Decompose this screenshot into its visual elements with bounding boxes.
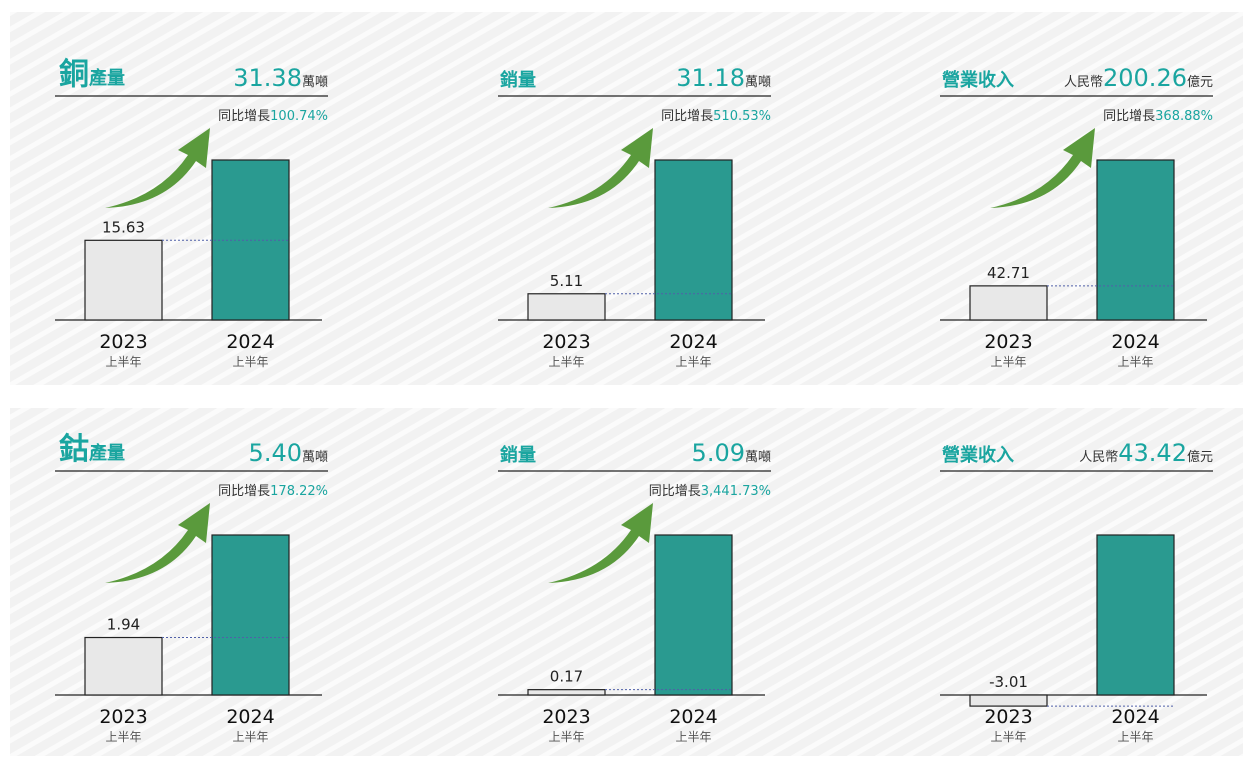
chart-title: 鈷產量 bbox=[59, 432, 125, 467]
growth-label: 同比增長 bbox=[218, 484, 270, 499]
unit: 萬噸 bbox=[302, 450, 328, 465]
panel bbox=[10, 12, 1243, 385]
headline-value: 人民幣200.26億元 bbox=[1064, 64, 1213, 92]
value: 5.40 bbox=[249, 439, 302, 467]
value-label: 0.17 bbox=[550, 668, 583, 686]
unit: 萬噸 bbox=[745, 75, 771, 90]
bar bbox=[527, 689, 606, 696]
bar bbox=[1096, 534, 1175, 696]
headline-value: 5.40萬噸 bbox=[249, 439, 328, 467]
growth-arrow bbox=[548, 503, 653, 583]
value: 31.38 bbox=[233, 64, 302, 92]
x-sub-label: 上半年 bbox=[675, 355, 711, 369]
x-sub-label: 上半年 bbox=[1117, 355, 1153, 369]
growth: 同比增長368.88% bbox=[1103, 109, 1213, 124]
x-sub-label: 上半年 bbox=[675, 730, 711, 744]
growth-label: 同比增長 bbox=[1103, 109, 1155, 124]
bar bbox=[527, 293, 606, 321]
panel bbox=[10, 408, 1243, 756]
growth: 同比增長100.74% bbox=[218, 109, 328, 124]
value: 43.42 bbox=[1118, 439, 1187, 467]
growth-value: 368.88% bbox=[1155, 109, 1213, 124]
prefix: 人民幣 bbox=[1064, 75, 1103, 90]
chart-title: 銅產量 bbox=[59, 57, 125, 92]
growth-value: 3,441.73% bbox=[701, 484, 771, 499]
bar bbox=[84, 239, 163, 321]
growth-label: 同比增長 bbox=[649, 484, 701, 499]
x-sub-label: 上半年 bbox=[232, 355, 268, 369]
unit: 萬噸 bbox=[745, 450, 771, 465]
title: 產量 bbox=[89, 442, 125, 464]
growth: 同比增長178.22% bbox=[218, 484, 328, 499]
x-tick-label: 2023 bbox=[542, 706, 590, 728]
value: 31.18 bbox=[676, 64, 745, 92]
growth-value: 178.22% bbox=[270, 484, 328, 499]
x-sub-label: 上半年 bbox=[105, 355, 141, 369]
growth-arrow bbox=[548, 128, 653, 208]
value-label: -3.01 bbox=[989, 673, 1028, 691]
prefix: 人民幣 bbox=[1079, 450, 1118, 465]
unit: 億元 bbox=[1187, 74, 1213, 90]
bar bbox=[969, 694, 1048, 707]
growth-label: 同比增長 bbox=[661, 109, 713, 124]
x-tick-label: 2023 bbox=[984, 331, 1032, 353]
growth-label: 同比增長 bbox=[218, 109, 270, 124]
bar bbox=[84, 636, 163, 696]
growth-value: 100.74% bbox=[270, 109, 328, 124]
bar bbox=[969, 285, 1048, 321]
value: 200.26 bbox=[1103, 64, 1187, 92]
x-tick-label: 2024 bbox=[226, 706, 274, 728]
growth-value: 510.53% bbox=[713, 109, 771, 124]
growth-arrow bbox=[105, 503, 210, 583]
x-tick-label: 2023 bbox=[542, 331, 590, 353]
bar bbox=[654, 159, 733, 321]
headline-value: 31.18萬噸 bbox=[676, 64, 771, 92]
growth: 同比增長510.53% bbox=[661, 109, 771, 124]
x-sub-label: 上半年 bbox=[990, 355, 1026, 369]
value: 5.09 bbox=[692, 439, 745, 467]
unit: 萬噸 bbox=[302, 75, 328, 90]
unit: 億元 bbox=[1187, 449, 1213, 465]
x-tick-label: 2024 bbox=[669, 706, 717, 728]
x-sub-label: 上半年 bbox=[232, 730, 268, 744]
value-label: 1.94 bbox=[107, 616, 140, 634]
growth-arrow bbox=[105, 128, 210, 208]
x-sub-label: 上半年 bbox=[105, 730, 141, 744]
x-sub-label: 上半年 bbox=[548, 355, 584, 369]
bar bbox=[654, 534, 733, 696]
x-tick-label: 2023 bbox=[984, 706, 1032, 728]
bar bbox=[211, 534, 290, 696]
title: 營業收入 bbox=[942, 444, 1014, 466]
title: 產量 bbox=[89, 67, 125, 89]
growth: 同比增長3,441.73% bbox=[649, 484, 771, 499]
x-sub-label: 上半年 bbox=[548, 730, 584, 744]
title: 銷量 bbox=[500, 444, 536, 466]
title-main: 銅 bbox=[59, 57, 89, 92]
x-sub-label: 上半年 bbox=[1117, 730, 1153, 744]
x-tick-label: 2023 bbox=[99, 706, 147, 728]
title-main: 鈷 bbox=[59, 432, 89, 467]
headline-value: 人民幣43.42億元 bbox=[1079, 439, 1213, 467]
x-tick-label: 2024 bbox=[1111, 331, 1159, 353]
x-tick-label: 2024 bbox=[669, 331, 717, 353]
growth-arrow bbox=[990, 128, 1095, 208]
headline-value: 5.09萬噸 bbox=[692, 439, 771, 467]
x-tick-label: 2023 bbox=[99, 331, 147, 353]
title: 營業收入 bbox=[942, 69, 1014, 91]
value-label: 42.71 bbox=[987, 264, 1030, 282]
x-tick-label: 2024 bbox=[1111, 706, 1159, 728]
x-sub-label: 上半年 bbox=[990, 730, 1026, 744]
value-label: 15.63 bbox=[102, 218, 145, 236]
title: 銷量 bbox=[500, 69, 536, 91]
headline-value: 31.38萬噸 bbox=[233, 64, 328, 92]
bar bbox=[1096, 159, 1175, 321]
x-tick-label: 2024 bbox=[226, 331, 274, 353]
value-label: 5.11 bbox=[550, 272, 583, 290]
